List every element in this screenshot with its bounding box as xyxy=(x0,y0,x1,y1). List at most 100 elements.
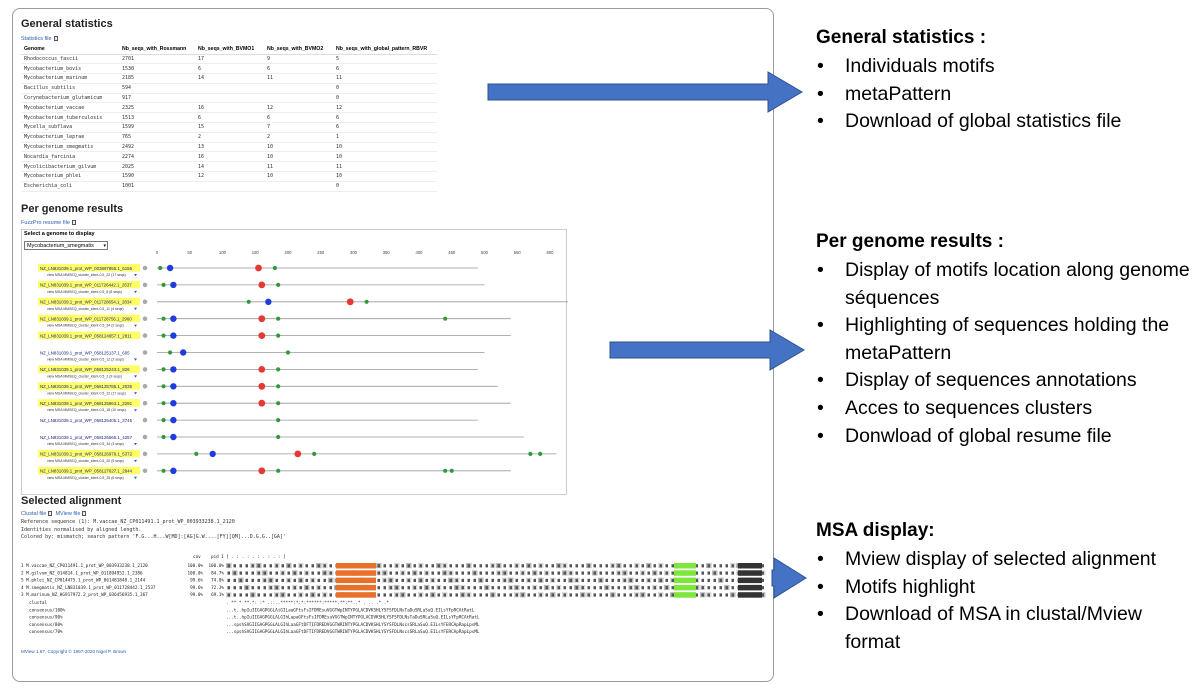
residue-glyph xyxy=(629,593,632,597)
axis-tick-label: 0 xyxy=(156,250,159,255)
motif-marker xyxy=(258,332,266,339)
statistics-file-label[interactable]: Statistics file xyxy=(21,36,52,42)
ruler: 1 [ . : . : . : . : . : ] xyxy=(221,554,286,560)
table-cell: 11 xyxy=(264,73,333,84)
residue-glyph xyxy=(437,571,440,575)
residue-glyph xyxy=(701,586,704,590)
cluster-link[interactable]: view MSA MMSEQ_cluster_ident-0.5_18 (10 … xyxy=(47,408,126,412)
residue-glyph xyxy=(413,586,416,590)
table-cell xyxy=(264,181,333,192)
residue-glyph xyxy=(623,571,626,575)
table-cell: 6 xyxy=(333,112,437,124)
motif-marker xyxy=(258,382,266,390)
residue-glyph xyxy=(485,578,488,582)
motif-marker xyxy=(170,315,177,322)
residue-glyph xyxy=(527,586,530,590)
residue-glyph xyxy=(503,586,506,590)
residue-glyph xyxy=(239,571,242,575)
fuzzpro-file-link[interactable]: FuzzPro resume file xyxy=(21,220,76,226)
cluster-link[interactable]: view MSA MMSEQ_cluster_ident-0.5_22 (17 … xyxy=(47,273,126,277)
residue-glyph xyxy=(539,578,542,582)
residue-glyph xyxy=(425,586,428,590)
residue-glyph xyxy=(377,571,380,575)
residue-glyph xyxy=(653,571,656,575)
axis-tick-label: 400 xyxy=(416,250,424,255)
table-cell: 10 xyxy=(264,171,333,182)
sequence-label: NZ_LN831039.1_prot_WP_058126565.1_4257 xyxy=(40,435,133,440)
motif-marker xyxy=(161,367,166,372)
residue-glyph xyxy=(473,578,476,582)
residue-glyph xyxy=(719,564,722,568)
motif-highlight xyxy=(336,577,376,584)
residue-glyph xyxy=(545,578,548,582)
fuzzpro-file-label[interactable]: FuzzPro resume file xyxy=(21,220,70,226)
table-cell: 13 xyxy=(195,142,264,153)
residue-glyph xyxy=(377,593,380,597)
cluster-link[interactable]: view MSA MMSEQ_cluster_ident-0.5_34 (2 s… xyxy=(47,324,124,328)
residue-glyph xyxy=(563,564,566,568)
residue-glyph xyxy=(587,593,590,597)
cluster-link[interactable]: view MSA MMSEQ_cluster_ident-0.5_22 (17 … xyxy=(47,391,126,395)
residue-glyph xyxy=(299,578,302,582)
residue-glyph xyxy=(239,578,242,582)
residue-glyph xyxy=(695,564,698,568)
residue-glyph xyxy=(323,586,326,590)
cluster-link[interactable]: view MSA MMSEQ_cluster_ident-0.5_34 (3 s… xyxy=(47,442,124,446)
residue-glyph xyxy=(299,586,302,590)
residue-glyph xyxy=(311,586,314,590)
chevron-down-icon xyxy=(134,459,137,463)
residue-glyph xyxy=(281,586,284,590)
residue-glyph xyxy=(431,571,434,575)
arrow-general-icon xyxy=(487,71,803,113)
residue-glyph xyxy=(551,564,554,568)
residue-glyph xyxy=(575,571,578,575)
residue-glyph xyxy=(497,586,500,590)
residue-glyph xyxy=(401,578,404,582)
cluster-link[interactable]: view MSA MMSEQ_cluster_ident-0.5_20 (5 s… xyxy=(47,459,124,463)
residue-glyph xyxy=(401,571,404,575)
motif-marker xyxy=(180,349,187,356)
cluster-link[interactable]: view MSA MMSEQ_cluster_ident-0.5_25 (6 s… xyxy=(47,476,124,480)
cluster-link[interactable]: view MSA MMSEQ_cluster_ident-0.5_11 (4 s… xyxy=(47,307,124,311)
residue-glyph xyxy=(485,571,488,575)
consensus-sequence: . ** * **.*: :* .::..*****:*:*:******:**… xyxy=(226,600,389,606)
residue-glyph xyxy=(467,593,470,597)
residue-glyph xyxy=(731,564,734,568)
clustal-file-link[interactable]: Clustal file xyxy=(21,511,47,517)
table-cell: 9 xyxy=(264,54,333,65)
residue-glyph xyxy=(407,578,410,582)
residue-glyph xyxy=(263,593,266,597)
sequence-highlight xyxy=(38,314,140,323)
mview-file-link[interactable]: MView file xyxy=(55,511,81,517)
motif-marker xyxy=(161,384,166,389)
motif-marker xyxy=(312,451,317,456)
cluster-link[interactable]: view MSA MMSEQ_cluster_ident-0.5_8 (8 se… xyxy=(47,290,122,294)
residue-glyph xyxy=(551,571,554,575)
residue-glyph xyxy=(275,586,278,590)
genome-select[interactable]: Mycobacterium_smegmatis ▾ xyxy=(24,241,108,250)
residue-glyph xyxy=(455,564,458,568)
statistics-file-link[interactable]: Statistics file xyxy=(21,36,58,42)
motif-marker xyxy=(161,333,166,338)
reference-line: Reference sequence (1): M.vaccae_NZ_CP01… xyxy=(21,519,235,525)
residue-glyph xyxy=(707,586,710,590)
motif-highlight xyxy=(674,577,696,584)
residue-glyph xyxy=(467,586,470,590)
residue-glyph xyxy=(491,571,494,575)
cluster-link[interactable]: view MSA MMSEQ_cluster_ident-0.5_12 (2 s… xyxy=(47,358,124,362)
sequence-label: NZ_LN831039.1_prot_WP_011728654.1_2834 xyxy=(40,300,132,305)
residue-glyph xyxy=(695,571,698,575)
residue-glyph xyxy=(719,586,722,590)
residue-glyph xyxy=(515,571,518,575)
residue-glyph xyxy=(287,593,290,597)
residue-glyph xyxy=(557,571,560,575)
motif-marker xyxy=(276,367,281,372)
consensus-sequence: ...spshSVGIIGAGPGGLALGIhLaaGFtDFTIFDREDV… xyxy=(226,622,480,628)
residue-glyph xyxy=(503,593,506,597)
cluster-link[interactable]: view MSA MMSEQ_cluster_ident-0.5_2 (9 se… xyxy=(47,374,122,378)
residue-glyph xyxy=(533,578,536,582)
residue-glyph xyxy=(605,593,608,597)
consensus-label: consensus/70% xyxy=(29,629,63,635)
consensus-sequence: ...spshSVGIIGAGPGGLALGIhLaaGFtDFTIFDREDV… xyxy=(226,629,480,635)
residue-glyph xyxy=(569,571,572,575)
